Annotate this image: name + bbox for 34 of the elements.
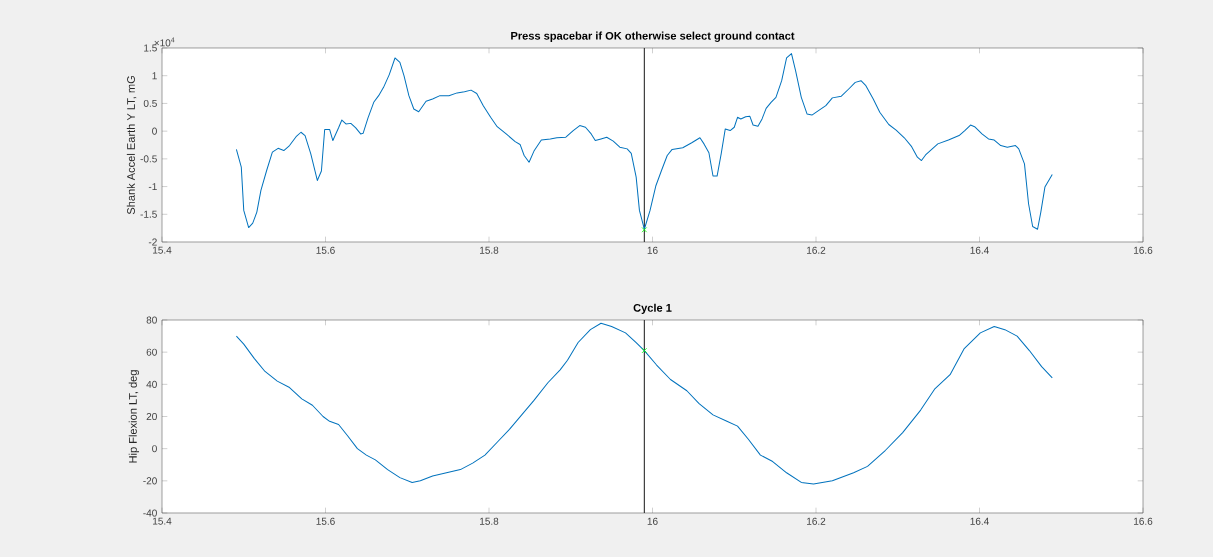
x-tick-label: 15.8 (480, 246, 499, 254)
y-tick-label: -1 (148, 183, 157, 191)
x-tick-label: 15.6 (316, 246, 335, 254)
y-tick-label: 60 (146, 348, 157, 356)
y-tick-label: -2 (148, 238, 157, 246)
y-axis-title: Hip Flexion LT, deg (128, 370, 140, 463)
chart-title: Press spacebar if OK otherwise select ground contact (511, 31, 795, 42)
x-tick-label: 15.6 (316, 517, 335, 525)
x-tick-label: 16.6 (1134, 517, 1153, 525)
x-tick-label: 16 (647, 246, 658, 254)
x-tick-label: 15.4 (153, 246, 172, 254)
y-tick-label: -20 (143, 477, 157, 485)
x-tick-label: 15.4 (153, 517, 172, 525)
y-tick-label: 20 (146, 412, 157, 421)
x-tick-label: 16.4 (970, 517, 989, 525)
y-tick-label: 80 (146, 316, 157, 324)
y-tick-label: -40 (143, 509, 157, 517)
y-tick-label: 0 (152, 127, 157, 135)
y-tick-label: -0.5 (140, 155, 157, 163)
y-tick-label: 0.5 (143, 99, 157, 107)
x-tick-label: 16.2 (807, 517, 826, 525)
y-tick-label: 40 (146, 380, 157, 388)
chart-title: Cycle 1 (633, 303, 672, 314)
y-tick-label: -1.5 (140, 210, 157, 218)
line-series (235, 53, 1053, 230)
line-series (235, 322, 1053, 485)
y-axis-title: Shank Accel Earth Y LT, mG (126, 76, 137, 215)
x-tick-label: 16.6 (1134, 246, 1153, 254)
y-tick-label: 1 (152, 72, 157, 80)
x-tick-label: 16.2 (807, 246, 826, 254)
x-tick-label: 16 (647, 517, 658, 525)
x-tick-label: 16.4 (970, 246, 989, 254)
y-tick-label: 0 (152, 445, 157, 453)
x-tick-label: 15.8 (480, 517, 499, 525)
